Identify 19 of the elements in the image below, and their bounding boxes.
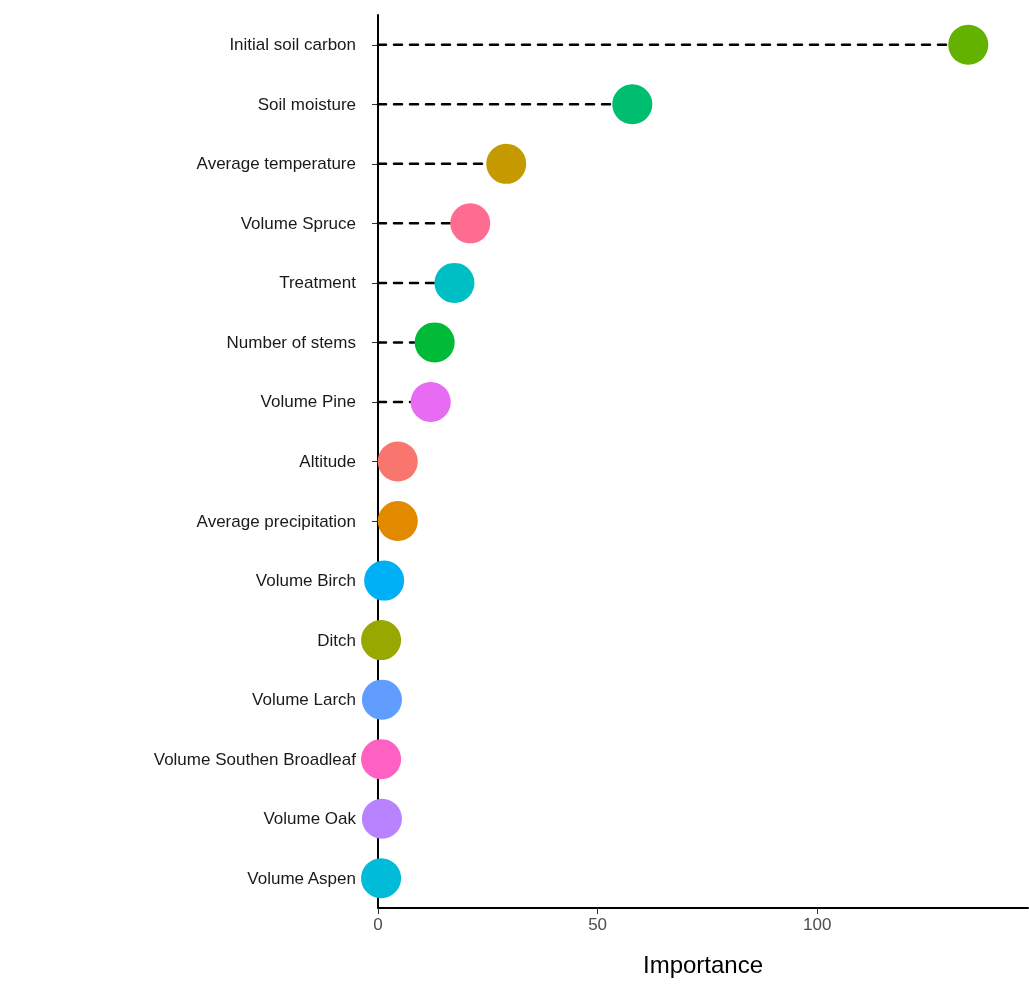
y-tick-label: Volume Southen Broadleaf bbox=[153, 749, 357, 769]
y-tick-label: Treatment bbox=[279, 273, 357, 293]
y-tick-label: Volume Pine bbox=[260, 392, 356, 412]
x-tick-label: 0 bbox=[373, 915, 383, 934]
y-tick-label: Initial soil carbon bbox=[229, 35, 356, 55]
y-tick-label: Volume Larch bbox=[252, 690, 356, 710]
x-tick-label: 50 bbox=[588, 915, 608, 934]
y-tick-label: Volume Birch bbox=[255, 571, 356, 591]
y-tick-label: Average precipitation bbox=[196, 511, 356, 531]
y-tick-label: Volume Spruce bbox=[240, 213, 356, 233]
y-tick-label: Volume Aspen bbox=[247, 868, 356, 888]
y-tick-label: Altitude bbox=[299, 452, 356, 471]
x-tick-label: 100 bbox=[803, 915, 832, 934]
x-axis-title: Importance bbox=[642, 950, 764, 978]
y-tick-label: Soil moisture bbox=[257, 94, 356, 114]
y-tick-label: Volume Oak bbox=[263, 809, 357, 829]
y-tick-label: Number of stems bbox=[226, 332, 356, 352]
y-tick-label: Average temperature bbox=[196, 154, 356, 174]
y-tick-label: Ditch bbox=[317, 630, 356, 650]
